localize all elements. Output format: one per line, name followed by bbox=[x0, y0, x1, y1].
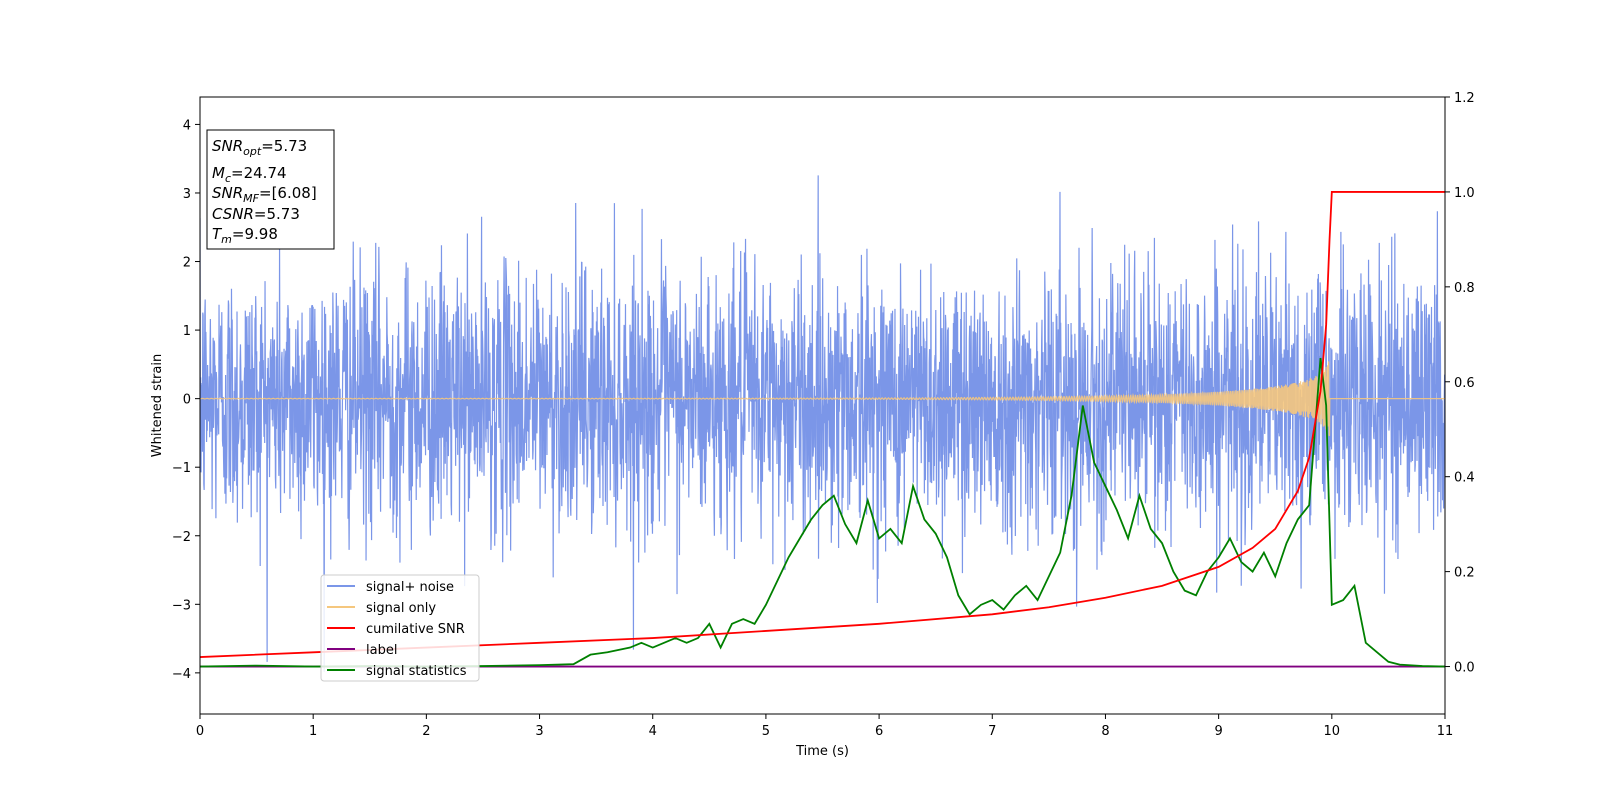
legend-entry-label: signal only bbox=[366, 601, 436, 616]
y-tick-label: −4 bbox=[172, 667, 191, 682]
info-box-frame bbox=[206, 129, 335, 250]
x-tick-label: 11 bbox=[1437, 724, 1454, 739]
x-tick-label: 10 bbox=[1324, 724, 1341, 739]
y-tick-label: −1 bbox=[172, 461, 191, 476]
x-tick-label: 0 bbox=[196, 724, 204, 739]
y2-tick-label: 0.8 bbox=[1454, 281, 1475, 296]
x-tick-label: 2 bbox=[422, 724, 430, 739]
x-tick-label: 8 bbox=[1101, 724, 1109, 739]
y2-tick-label: 0.4 bbox=[1454, 471, 1475, 486]
info-snr-opt: SNRopt=5.73 bbox=[212, 137, 307, 158]
series-signal-statistics-line bbox=[200, 357, 1445, 668]
series-signal-noise-line bbox=[200, 175, 1445, 672]
info-mc: Mc=24.74 bbox=[212, 164, 287, 185]
y-tick-label: −3 bbox=[172, 598, 191, 613]
y-tick-label: −2 bbox=[172, 530, 191, 545]
info-box: SNRopt=5.73 Mc=24.74SNRMF=[6.08]CSNR=5.73… bbox=[206, 129, 335, 250]
x-tick-label: 3 bbox=[535, 724, 543, 739]
y2-tick-label: 0.0 bbox=[1454, 661, 1475, 676]
x-tick-label: 9 bbox=[1214, 724, 1222, 739]
x-axis-label: Time (s) bbox=[795, 744, 849, 759]
y-tick-label: 1 bbox=[183, 324, 191, 339]
y2-tick-label: 1.2 bbox=[1454, 91, 1475, 106]
info-tm: Tm=9.98 bbox=[212, 225, 278, 246]
y-tick-label: 2 bbox=[183, 256, 191, 271]
x-tick-label: 6 bbox=[875, 724, 883, 739]
y2-tick-label: 1.0 bbox=[1454, 186, 1475, 201]
y-axis-label: Whitened strain bbox=[150, 354, 165, 457]
x-tick-label: 7 bbox=[988, 724, 996, 739]
legend-entry-label: label bbox=[366, 643, 397, 658]
x-tick-label: 1 bbox=[309, 724, 317, 739]
y-tick-label: 4 bbox=[183, 118, 191, 133]
legend-entry-label: cumilative SNR bbox=[366, 622, 465, 637]
y2-tick-label: 0.2 bbox=[1454, 566, 1475, 581]
legend-entry-label: signal statistics bbox=[366, 664, 467, 679]
x-tick-label: 5 bbox=[762, 724, 770, 739]
axes: 0 1 2 3 4 5 6 7 8 9 10 11 −4 −3 −2 −1 0 1 2 3 4 0.0 0.2 0.4 0.6 0… bbox=[150, 91, 1475, 759]
info-snr-mf: SNRMF=[6.08] bbox=[212, 184, 317, 205]
legend-frame bbox=[320, 574, 480, 682]
series-signal-only-line bbox=[200, 361, 1445, 437]
series-cumulative-snr-line bbox=[200, 191, 1445, 658]
y-tick-label: 0 bbox=[183, 393, 191, 408]
axes-frame bbox=[199, 96, 1446, 715]
legend: signal+ noise signal only cumilative SNR la… bbox=[320, 574, 480, 682]
legend-entry-label: signal+ noise bbox=[366, 580, 454, 595]
y2-tick-label: 0.6 bbox=[1454, 376, 1475, 391]
info-csnr: CSNR=5.73 bbox=[212, 205, 300, 223]
x-tick-label: 4 bbox=[649, 724, 657, 739]
y-tick-label: 3 bbox=[183, 187, 191, 202]
